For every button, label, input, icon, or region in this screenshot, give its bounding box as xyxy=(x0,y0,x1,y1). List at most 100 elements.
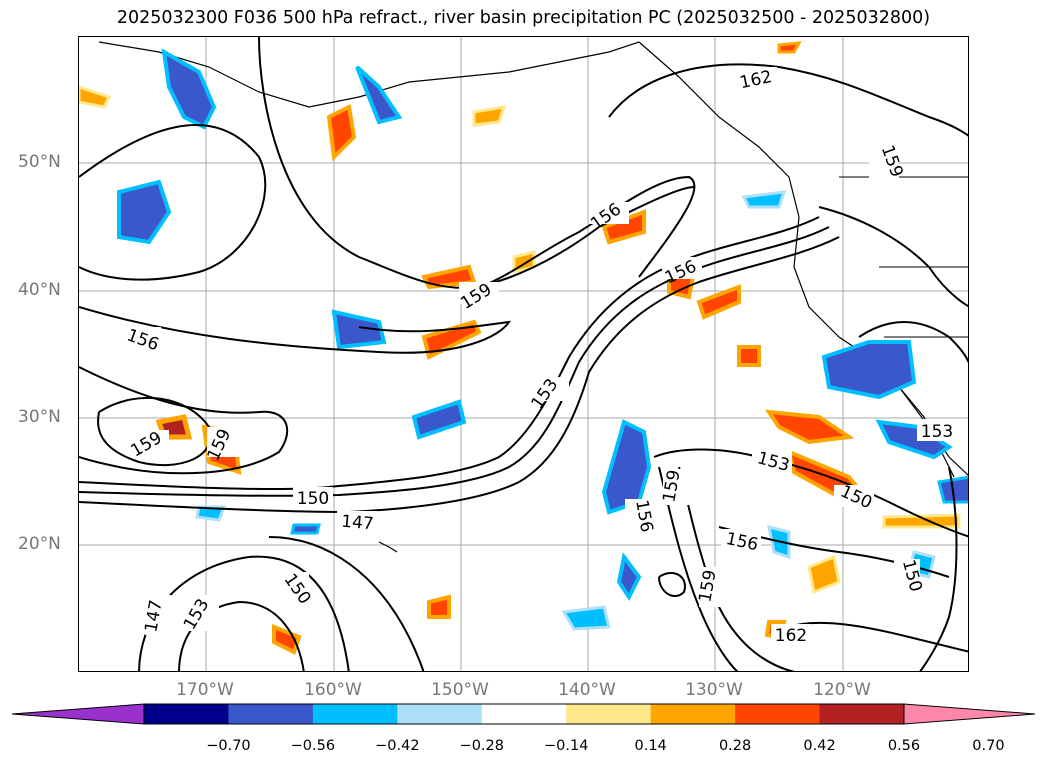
pos-region-13 xyxy=(737,345,761,367)
pos-region-1 xyxy=(326,104,357,162)
contour-162 xyxy=(608,63,968,137)
lon-label-160w: 160°W xyxy=(304,680,362,700)
colorbar-tick-label: −0.70 xyxy=(206,738,251,754)
contour-label-bg-156b xyxy=(662,257,702,279)
contour-147-jet xyxy=(79,236,840,514)
lon-label-130w: 130°W xyxy=(685,680,743,700)
contour-label-bg-153d xyxy=(917,419,957,441)
contour-label-bg-150d xyxy=(894,559,920,599)
lat-label-40n: 40°N xyxy=(18,280,61,300)
contour-label-bg-159e xyxy=(663,469,689,505)
coastline-hawaii xyxy=(378,541,398,553)
contour-label-153-d: 153 xyxy=(921,422,953,442)
neg-region-7 xyxy=(821,340,917,400)
colorbar-tick-label: −0.28 xyxy=(459,738,504,754)
pos-region-4 xyxy=(601,209,646,245)
contour-small-loop xyxy=(658,572,686,597)
neg-region-4 xyxy=(355,65,403,125)
contour-coast-2 xyxy=(858,321,968,364)
colorbar-segment xyxy=(144,704,229,724)
contour-162-south xyxy=(788,621,968,653)
pos-region-20 xyxy=(807,554,841,595)
colorbar-segment xyxy=(650,704,736,724)
colorbar-tick-label: 0.70 xyxy=(972,738,1005,754)
contour-159-west xyxy=(79,366,289,475)
colorbar-tick-label: 0.56 xyxy=(887,738,921,754)
colorbar-tick-label: 0.28 xyxy=(718,738,752,754)
contour-coast-1 xyxy=(818,206,968,308)
map-canvas: 162 159 156 159 156 156 153 159 159 150 … xyxy=(79,37,968,671)
contour-159-upper xyxy=(258,37,695,289)
colorbar-tick-label: 0.14 xyxy=(634,738,667,754)
contour-label-bg-159c xyxy=(129,430,169,452)
lat-label-50n: 50°N xyxy=(18,152,61,172)
neg-region-9 xyxy=(616,552,642,601)
colorbar-segment xyxy=(566,704,652,724)
contour-label-150-a: 150 xyxy=(297,489,329,509)
map-title: 2025032300 F036 500 hPa refract., river … xyxy=(116,8,931,28)
colorbar-segment xyxy=(228,704,314,724)
contour-label-162-south: 162 xyxy=(775,626,807,646)
contour-150-jet xyxy=(79,226,830,497)
colorbar-extend-high xyxy=(903,703,1036,725)
colorbar-extend-low xyxy=(11,703,145,725)
neg-region-14 xyxy=(195,505,227,522)
lat-label-30n: 30°N xyxy=(18,407,61,427)
contour-label-bg-156d xyxy=(625,499,651,535)
lon-label-170w: 170°W xyxy=(176,680,234,700)
contour-label-bg-156a xyxy=(589,202,629,224)
pos-region-6 xyxy=(696,284,741,320)
contour-label-bg-147b xyxy=(145,595,171,635)
contour-label-bg-150a xyxy=(293,487,333,509)
colorbar-segment xyxy=(312,704,398,724)
lat-label-20n: 20°N xyxy=(18,534,61,554)
contour-153-jet-1 xyxy=(79,216,820,491)
neg-region-2 xyxy=(117,179,172,245)
contour-label-bg-150c xyxy=(834,485,874,507)
contour-left-closed xyxy=(79,124,267,281)
pos-region-12 xyxy=(427,594,451,619)
contour-153-south xyxy=(178,600,305,671)
neg-region-15 xyxy=(290,523,321,535)
colorbar-segment xyxy=(397,704,483,724)
neg-region-8 xyxy=(875,419,953,460)
contour-label-bg-153c xyxy=(752,449,792,471)
pos-region-2 xyxy=(421,319,482,360)
neg-region-1 xyxy=(161,48,217,130)
contour-label-bg-153b xyxy=(185,595,219,631)
colorbar-segment xyxy=(819,704,905,724)
lon-label-140w: 140°W xyxy=(558,680,616,700)
colorbar-tick-label: −0.42 xyxy=(375,738,420,754)
contour-159-closed xyxy=(97,396,212,467)
pos-region-17 xyxy=(79,85,112,109)
contour-label-bg-159d xyxy=(207,427,241,457)
precip-shading-positive xyxy=(79,41,961,655)
neg-region-10 xyxy=(561,605,611,631)
neg-region-3 xyxy=(331,309,387,350)
contour-156-closed xyxy=(478,175,696,288)
contour-label-147-a: 147 xyxy=(340,512,374,535)
pos-region-18 xyxy=(472,105,507,127)
contour-label-bg-147a xyxy=(337,511,377,533)
neg-region-6 xyxy=(601,419,652,515)
pos-region-16 xyxy=(777,41,802,54)
contour-label-bg-162 xyxy=(737,67,777,87)
colorbar-segments xyxy=(11,703,1036,725)
colorbar-segment xyxy=(735,704,821,724)
lon-label-120w: 120°W xyxy=(813,680,871,700)
pos-region-7 xyxy=(764,409,855,445)
contour-labels: 162 159 156 159 156 156 153 159 159 150 … xyxy=(121,67,957,646)
contour-label-bg-159ne xyxy=(869,142,899,178)
contour-label-bg-150b xyxy=(279,572,309,608)
colorbar-tick-label: −0.14 xyxy=(544,738,589,754)
contour-label-bg-153 xyxy=(529,377,569,401)
contour-label-bg-156c xyxy=(121,327,161,349)
contour-153-east xyxy=(653,448,968,538)
colorbar-segment xyxy=(481,704,567,724)
colorbar-tick-label: −0.56 xyxy=(290,738,336,754)
contour-150-east xyxy=(919,466,958,671)
lon-label-150w: 150°W xyxy=(431,680,489,700)
contour-label-bg-159f xyxy=(699,567,725,607)
contour-label-bg-159b xyxy=(459,282,499,304)
pos-region-14 xyxy=(882,513,961,529)
